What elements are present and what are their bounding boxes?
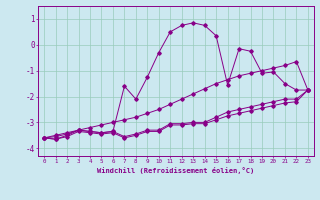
X-axis label: Windchill (Refroidissement éolien,°C): Windchill (Refroidissement éolien,°C) bbox=[97, 167, 255, 174]
